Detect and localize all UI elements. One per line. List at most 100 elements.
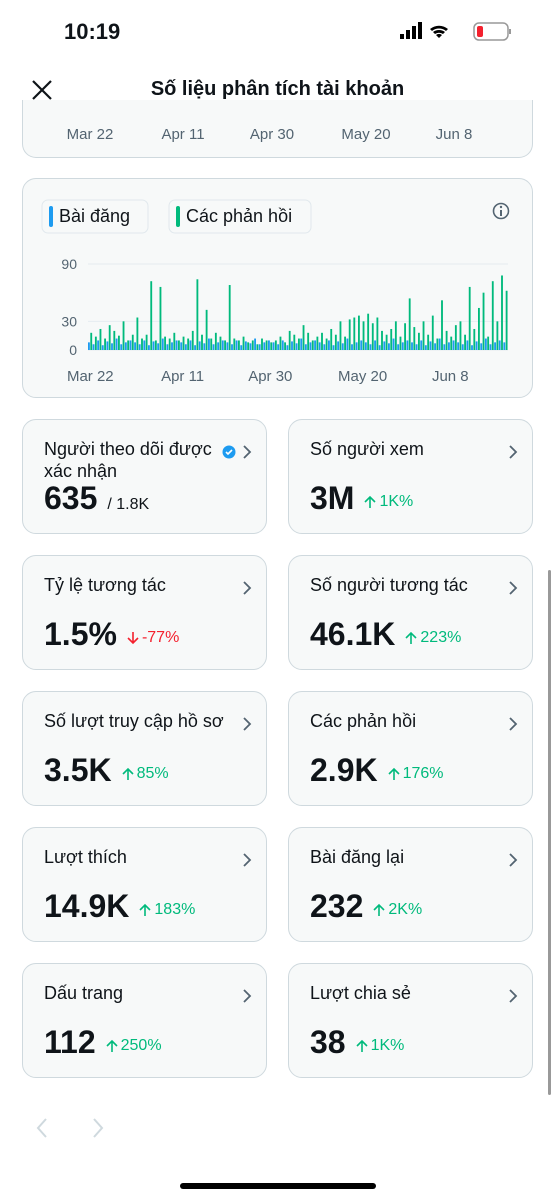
bar [300,338,303,350]
metric-card[interactable]: Tỷ lệ tương tác 1.5% -77% [22,555,267,670]
bar [124,342,127,350]
change-arrow [139,903,151,916]
x-tick-label: Apr 30 [250,126,294,143]
metric-number: 3.5K [44,752,112,788]
metric-card[interactable]: Số lượt truy cập hồ sơ 3.5K 85% [22,691,267,806]
bar [427,334,430,350]
bar [397,344,400,350]
change-text: 250% [120,1037,162,1054]
bar [364,342,367,350]
change-text: 183% [154,901,196,918]
previous-chart-card [22,100,533,158]
bar [466,340,469,350]
x-tick-label: Jun 8 [436,126,473,143]
bar [321,332,323,350]
bar [360,340,363,350]
bar [401,342,404,350]
bar [272,342,275,350]
bar [415,344,418,350]
bar [443,344,446,350]
bar [217,342,220,350]
bar [295,343,298,350]
bar [316,336,319,350]
bar [111,343,113,350]
bar [346,338,349,350]
bar [143,340,146,350]
metric-title: Lượt chia sẻ [310,983,411,1003]
x-tick-label: May 20 [341,126,390,143]
change-text: 85% [136,765,169,782]
bar [138,344,141,350]
change-arrow [364,495,377,508]
bar [293,334,296,350]
bar [194,345,196,350]
legend-label: Các phản hồi [186,206,292,226]
metric-title: Các phản hồi [310,711,417,731]
bar [214,332,217,350]
metric-number: 14.9K [44,888,130,924]
close-button[interactable] [30,78,54,102]
metric-title: Số lượt truy cập hồ sơ [44,711,224,731]
bar [198,341,201,350]
bar [178,340,180,350]
bar [210,338,213,350]
change-arrow [373,903,385,916]
next-button[interactable] [93,1118,104,1138]
bar [235,340,238,350]
metric-card[interactable]: Số người tương tác 46.1K 223% [288,555,533,670]
bar [420,340,423,350]
legend-label: Bài đăng [59,206,130,226]
bar [152,341,155,350]
bar [374,340,376,350]
change-text: 176% [402,765,444,782]
bar [106,341,109,350]
metric-change: 223% [405,629,461,647]
metric-value: 38 1K% [310,1024,404,1061]
bar [482,292,485,350]
bar [461,344,464,350]
bar [367,313,370,350]
metric-card[interactable]: Người theo dõi được xác nhận 635 / 1.8K [22,419,267,534]
bar [189,340,192,350]
bar [411,342,413,350]
metric-card[interactable]: Dấu trang 112 250% [22,963,267,1078]
bar [457,342,460,350]
metric-change: 250% [106,1037,162,1055]
legend-swatch [176,206,180,227]
bar [131,334,134,350]
bar [339,321,342,350]
bar [318,342,321,350]
bar [274,340,277,350]
info-icon[interactable] [492,202,510,220]
chevron [509,989,518,1003]
metric-title: Tỷ lệ tương tác [44,575,166,595]
bar [454,325,457,350]
y-tick-label: 90 [61,256,77,272]
metric-number: 3M [310,480,355,516]
metric-card[interactable]: Bài đăng lại 232 2K% [288,827,533,942]
bar [196,279,199,350]
metric-card[interactable]: Lượt thích 14.9K 183% [22,827,267,942]
y-tick-label: 30 [61,313,77,329]
bar [341,343,344,350]
status-time: 10:19 [64,19,121,44]
bar [436,338,439,350]
bar [503,342,506,350]
bar [330,328,333,350]
metric-card[interactable]: Lượt chia sẻ 38 1K% [288,963,533,1078]
metric-card[interactable]: Các phản hồi 2.9K 176% [288,691,533,806]
bar [247,342,250,350]
prev-button[interactable] [36,1118,47,1138]
bar [145,334,148,350]
metric-card[interactable]: Số người xem 3M 1K% [288,419,533,534]
bar [221,340,224,350]
bar [496,321,499,350]
bar [233,338,236,350]
metric-value: 1.5% -77% [44,616,179,653]
bar [471,345,473,350]
metric-change: 85% [122,765,169,783]
bar [484,338,487,350]
bar [351,344,353,350]
bar [205,309,208,350]
x-tick-label: Mar 22 [67,368,114,385]
